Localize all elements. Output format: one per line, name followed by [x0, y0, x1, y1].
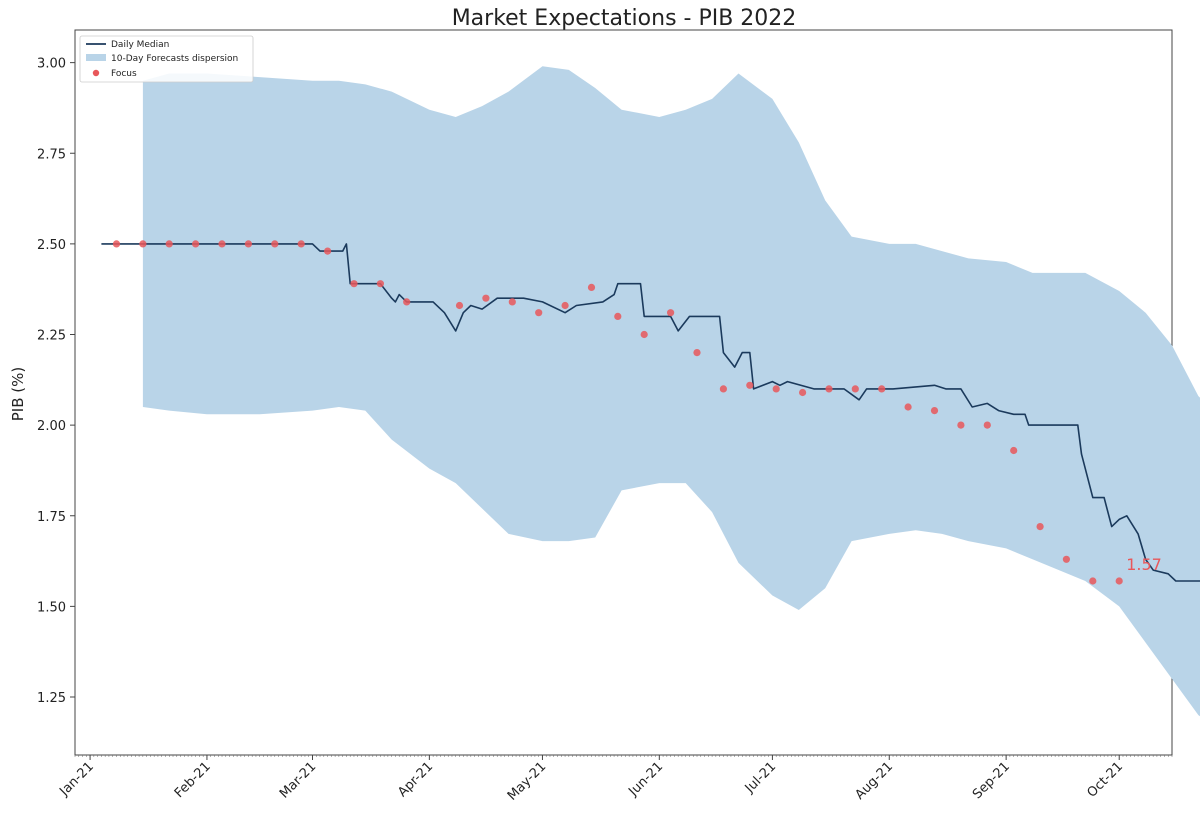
focus-point	[587, 283, 596, 291]
focus-point	[165, 240, 173, 248]
median-line	[101, 243, 1200, 582]
focus-point	[376, 280, 384, 288]
focus-point	[878, 385, 886, 393]
focus-point	[693, 349, 701, 357]
focus-point	[1089, 577, 1097, 585]
focus-point	[535, 309, 543, 317]
focus-point	[455, 301, 464, 310]
focus-point	[851, 385, 859, 393]
legend-label-daily-median: Daily Median	[111, 40, 169, 50]
legend-box	[79, 35, 254, 83]
y-axis-label: PIB (%)	[9, 367, 27, 422]
y-tick-label: 2.00	[37, 419, 66, 434]
focus-point	[746, 381, 754, 389]
focus-point	[403, 298, 411, 306]
x-tick-label: Jun-21	[625, 759, 666, 800]
x-tick-label: Jan-21	[56, 759, 97, 800]
focus-point	[1036, 523, 1044, 531]
band-layer	[142, 66, 1200, 717]
chart-title: Market Expectations - PIB 2022	[452, 6, 797, 31]
y-tick-label: 2.75	[37, 147, 66, 162]
x-tick-label: Jul-21	[742, 759, 779, 796]
focus-point	[957, 421, 965, 429]
focus-point	[930, 407, 939, 415]
focus-point	[1115, 577, 1123, 585]
focus-point	[1010, 446, 1018, 455]
y-tick-label: 1.75	[37, 510, 66, 525]
focus-point	[271, 240, 279, 248]
x-tick-label: Oct-21	[1085, 759, 1127, 801]
focus-point	[192, 240, 200, 248]
focus-point	[297, 240, 305, 248]
focus-point	[772, 385, 780, 393]
y-tick-label: 2.25	[37, 329, 66, 344]
x-tick-label: May-21	[505, 759, 549, 803]
focus-point	[139, 240, 147, 248]
y-tick-label: 1.25	[37, 691, 66, 706]
focus-point	[112, 240, 121, 248]
focus-point	[904, 403, 912, 411]
focus-point	[614, 312, 622, 320]
x-tick-label: Aug-21	[853, 759, 897, 803]
focus-point	[324, 247, 332, 255]
y-tick-label: 3.00	[37, 57, 66, 72]
focus-point	[561, 301, 569, 310]
focus-point	[640, 330, 648, 339]
focus-point	[218, 240, 226, 248]
focus-point	[983, 421, 991, 429]
focus-point	[667, 309, 675, 317]
legend-label-focus: Focus	[111, 69, 137, 79]
legend: Daily Median 10-Day Forecasts dispersion…	[79, 35, 254, 83]
focus-point	[244, 240, 252, 248]
y-tick-label: 1.50	[37, 600, 66, 615]
legend-area-swatch	[86, 54, 106, 61]
last-value-label: 1.57	[1126, 555, 1162, 574]
point-layer	[112, 240, 1123, 585]
x-tick-label: Sep-21	[970, 759, 1013, 802]
x-tick-label: Apr-21	[395, 759, 436, 800]
focus-point	[508, 298, 516, 306]
legend-label-dispersion: 10-Day Forecasts dispersion	[111, 54, 238, 64]
focus-point	[825, 385, 833, 393]
dispersion-band	[142, 66, 1200, 717]
x-tick-label: Mar-21	[277, 759, 319, 801]
focus-point	[350, 280, 358, 288]
line-layer	[101, 243, 1200, 582]
focus-point	[719, 385, 728, 393]
y-tick-label: 2.50	[37, 238, 66, 253]
x-tick-label: Feb-21	[172, 759, 214, 801]
legend-point-swatch	[92, 69, 100, 77]
focus-point	[1062, 555, 1070, 563]
focus-point	[799, 388, 807, 397]
focus-point	[482, 294, 490, 302]
